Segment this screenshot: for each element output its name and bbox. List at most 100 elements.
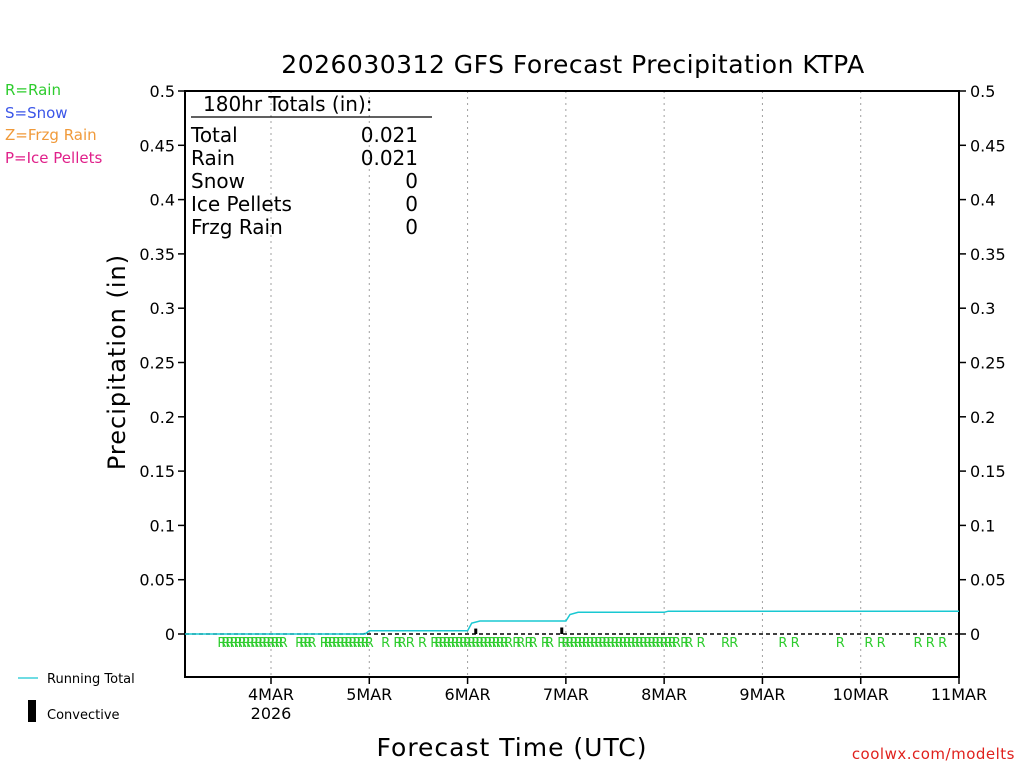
rain-marker: R (594, 636, 603, 651)
running-total-legend-label: Running Total (47, 672, 135, 687)
rain-marker: R (393, 636, 402, 651)
convective-legend-label: Convective (47, 708, 120, 723)
rain-marker: R (696, 636, 705, 651)
rain-marker: R (631, 636, 640, 651)
rain-marker: R (238, 636, 247, 651)
rain-marker: R (451, 636, 460, 651)
rain-marker: R (565, 636, 574, 651)
rain-marker: R (586, 636, 595, 651)
rain-marker: R (271, 636, 280, 651)
totals-row-value: 0 (405, 169, 418, 193)
rain-marker: R (266, 636, 275, 651)
totals-row-label: Total (190, 123, 238, 147)
rain-marker: R (246, 636, 255, 651)
x-tick-label: 11MAR (931, 685, 987, 704)
convective-legend-swatch (28, 700, 36, 722)
rain-marker: R (778, 636, 787, 651)
rain-marker: R (328, 636, 337, 651)
y-axis-right: 0 0.05 0.1 0.15 0.2 0.25 0.3 0.35 0.4 0.45 0.5 (959, 82, 1006, 644)
rain-marker: R (598, 636, 607, 651)
convective-bar (560, 627, 564, 634)
x-tick-label: 5MAR (346, 685, 392, 704)
rain-marker: R (471, 636, 480, 651)
rain-marker: R (230, 636, 239, 651)
rain-marker: R (234, 636, 243, 651)
rain-marker: R (512, 636, 521, 651)
rain-marker: R (660, 636, 669, 651)
rain-marker: R (357, 636, 366, 651)
rain-marker: R (295, 636, 304, 651)
running-total-line (185, 610, 959, 635)
rain-marker: R (557, 636, 566, 651)
y-tick-label: 0.15 (970, 462, 1006, 481)
rain-marker: R (340, 636, 349, 651)
rain-marker: R (430, 636, 439, 651)
rain-marker: R (475, 636, 484, 651)
rain-marker: R (324, 636, 333, 651)
rain-marker: R (492, 636, 501, 651)
rain-marker: R (320, 636, 329, 651)
y-tick-label: 0.05 (139, 571, 175, 590)
rain-marker: R (606, 636, 615, 651)
y-tick-label: 0.05 (970, 571, 1006, 590)
rain-marker: R (602, 636, 611, 651)
legend-snow: S=Snow (5, 104, 68, 122)
rain-marker: R (447, 636, 456, 651)
y-tick-label: 0.2 (150, 408, 175, 427)
x-tick-label: 8MAR (641, 685, 687, 704)
rain-marker: R (365, 636, 374, 651)
x-axis-label: Forecast Time (UTC) (376, 733, 648, 762)
rain-marker: R (258, 636, 267, 651)
y-tick-label: 0.2 (970, 408, 995, 427)
rain-marker: R (570, 636, 579, 651)
convective-bar (474, 628, 478, 634)
rain-marker: R (479, 636, 488, 651)
rain-marker: R (545, 636, 554, 651)
rain-marker: R (381, 636, 390, 651)
y-tick-label: 0.25 (970, 354, 1006, 373)
rain-marker: R (352, 636, 361, 651)
rain-marker: R (729, 636, 738, 651)
rain-marker: R (836, 636, 845, 651)
rain-marker: R (504, 636, 513, 651)
rain-marker: R (623, 636, 632, 651)
y-tick-label: 0.1 (970, 516, 995, 535)
y-tick-label: 0.45 (139, 136, 175, 155)
y-tick-label: 0.25 (139, 354, 175, 373)
rain-marker: R (434, 636, 443, 651)
rain-marker: R (721, 636, 730, 651)
rain-marker: R (524, 636, 533, 651)
y-tick-label: 0.5 (970, 82, 995, 101)
y-tick-label: 0.35 (139, 245, 175, 264)
y-tick-label: 0.1 (150, 516, 175, 535)
rain-marker: R (275, 636, 284, 651)
rain-marker: R (348, 636, 357, 651)
rain-marker: R (242, 636, 251, 651)
rain-marker: R (254, 636, 263, 651)
rain-marker: R (668, 636, 677, 651)
rain-marker: R (561, 636, 570, 651)
rain-marker: R (250, 636, 259, 651)
rain-marker: R (496, 636, 505, 651)
bottom-legend: Running Total Convective (18, 672, 135, 723)
rain-marker: R (651, 636, 660, 651)
rain-marker: R (610, 636, 619, 651)
rain-marker: R (488, 636, 497, 651)
rain-marker: R (578, 636, 587, 651)
rain-marker: R (336, 636, 345, 651)
rain-marker: R (664, 636, 673, 651)
rain-marker: R (221, 636, 230, 651)
rain-marker: R (529, 636, 538, 651)
y-tick-label: 0.35 (970, 245, 1006, 264)
y-tick-label: 0.15 (139, 462, 175, 481)
rain-marker: R (619, 636, 628, 651)
rain-marker: R (516, 636, 525, 651)
y-tick-label: 0 (970, 625, 980, 644)
y-tick-label: 0.3 (150, 299, 175, 318)
totals-box: 180hr Totals (in): Total 0.021 Rain 0.021 Sn… (190, 92, 432, 239)
rain-marker: R (406, 636, 415, 651)
credit-link[interactable]: coolwx.com/modelts (851, 745, 1015, 763)
